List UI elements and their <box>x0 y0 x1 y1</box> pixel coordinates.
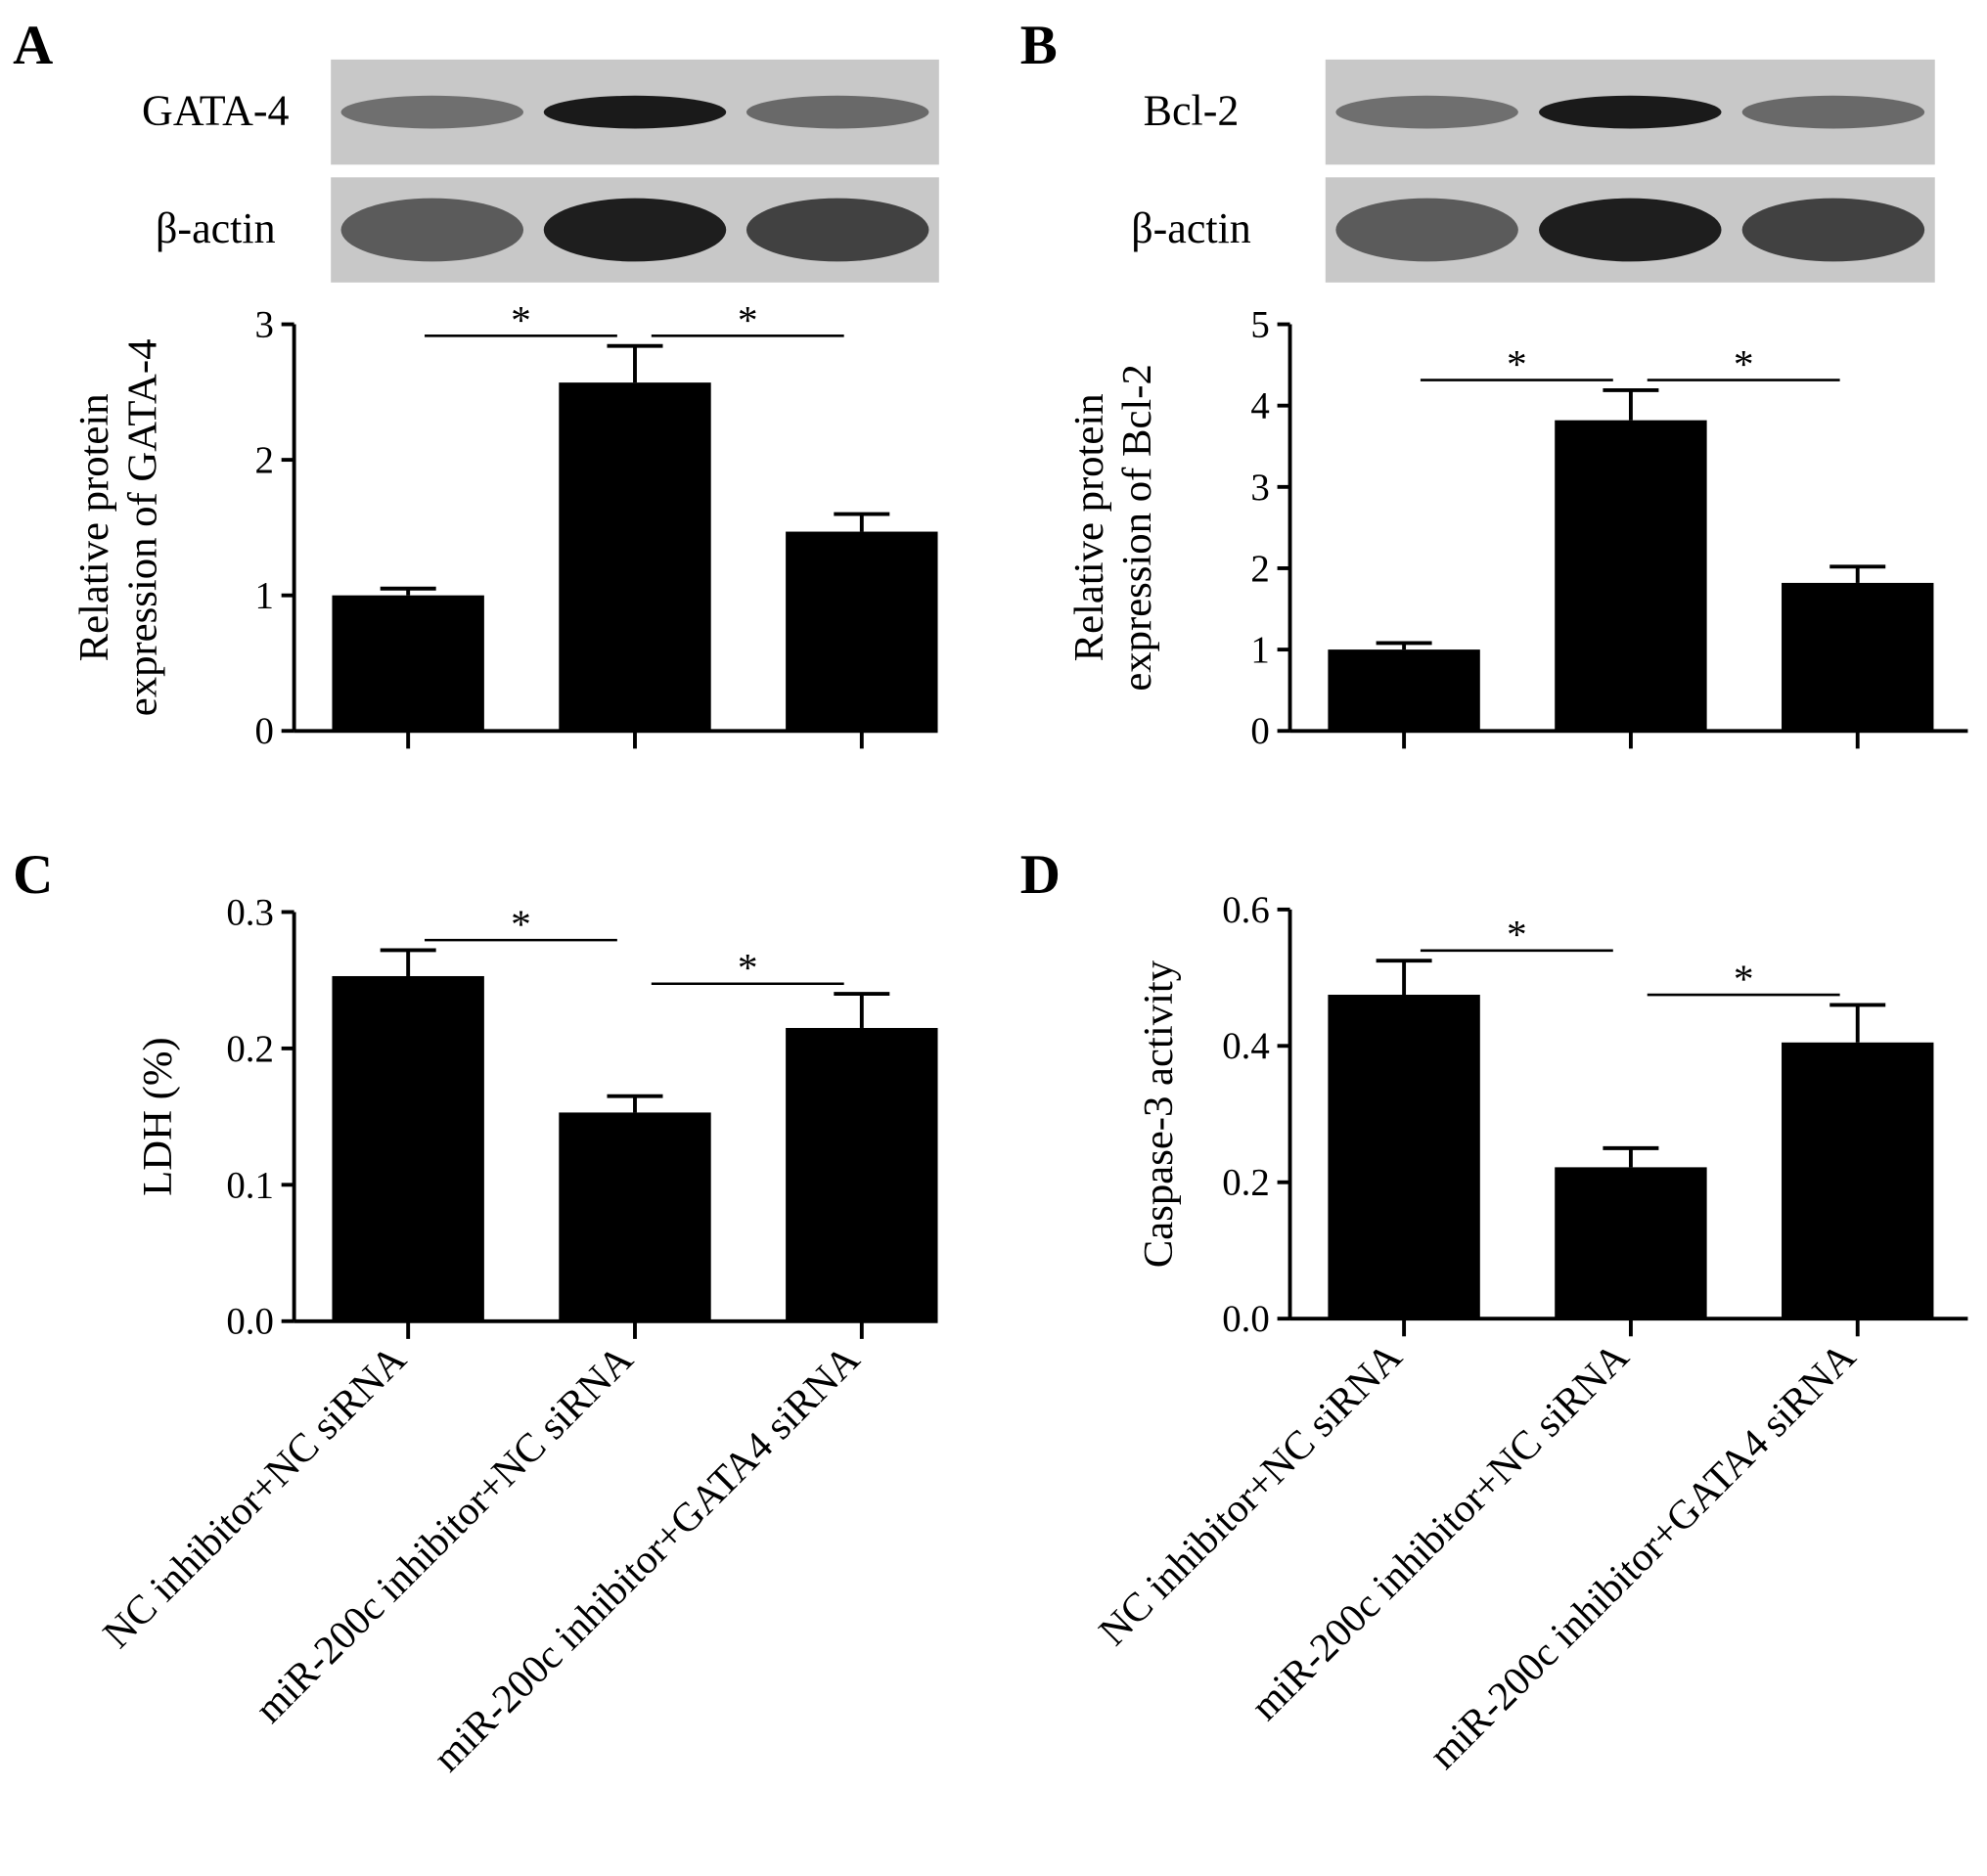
y-tick-label: 0 <box>1250 710 1269 752</box>
y-axis-label: Relative protein <box>1066 393 1112 661</box>
bar <box>332 975 484 1321</box>
y-tick-label: 0.3 <box>226 891 274 933</box>
blot-band <box>340 95 524 129</box>
y-tick-label: 1 <box>254 575 273 617</box>
y-tick-label: 5 <box>1250 303 1269 345</box>
blot-band <box>1741 95 1925 129</box>
blot-band <box>1335 198 1518 262</box>
significance-label: * <box>1507 341 1527 386</box>
panel-label: D <box>1020 844 1061 906</box>
significance-label: * <box>1507 912 1527 957</box>
y-tick-label: 0.2 <box>226 1028 274 1070</box>
y-tick-label: 0.0 <box>226 1301 274 1343</box>
blot-label: β-actin <box>1131 204 1251 252</box>
blot-band <box>1539 198 1722 262</box>
y-tick-label: 0.6 <box>1222 889 1270 931</box>
bar <box>1555 420 1707 732</box>
y-tick-label: 0.2 <box>1222 1162 1270 1204</box>
y-tick-label: 0.1 <box>226 1164 274 1206</box>
bar <box>559 382 711 732</box>
blot-band <box>745 198 929 262</box>
x-tick-label: miR-200c inhibitor+NC siRNA <box>1242 1333 1637 1728</box>
bar <box>786 1027 938 1321</box>
bar <box>1328 649 1480 732</box>
bar <box>559 1112 711 1321</box>
blot-band <box>1335 95 1518 129</box>
blot-label: Bcl-2 <box>1144 87 1240 135</box>
panel-label: B <box>1020 15 1058 76</box>
y-axis-label: expression of Bcl-2 <box>1114 364 1160 692</box>
bar <box>1782 1042 1934 1319</box>
panel-label: C <box>13 844 53 906</box>
y-tick-label: 3 <box>1250 467 1269 509</box>
y-tick-label: 0.4 <box>1222 1025 1270 1067</box>
significance-label: * <box>1734 957 1754 1002</box>
blot-band <box>745 95 929 129</box>
blot-band <box>1741 198 1925 262</box>
y-axis-label: Relative protein <box>71 393 117 661</box>
y-tick-label: 2 <box>254 439 273 481</box>
significance-label: * <box>1734 341 1754 386</box>
blot-band <box>1539 95 1722 129</box>
significance-label: * <box>738 297 758 342</box>
y-tick-label: 4 <box>1250 385 1269 427</box>
bar <box>332 595 484 732</box>
panel-label: A <box>13 15 53 76</box>
bar <box>1328 995 1480 1319</box>
y-tick-label: 0 <box>254 710 273 752</box>
blot-band <box>543 95 727 129</box>
significance-label: * <box>511 297 531 342</box>
blot-band <box>340 198 524 262</box>
x-tick-label: miR-200c inhibitor+GATA4 siRNA <box>1420 1333 1864 1777</box>
y-tick-label: 0.0 <box>1222 1298 1270 1340</box>
y-axis-label: Caspase-3 activity <box>1136 960 1182 1268</box>
blot-label: β-actin <box>156 204 276 252</box>
bar <box>786 531 938 732</box>
bar <box>1782 582 1934 732</box>
y-tick-label: 2 <box>1250 548 1269 590</box>
x-tick-label: miR-200c inhibitor+GATA4 siRNA <box>425 1336 869 1780</box>
y-axis-label: LDH (%) <box>135 1037 181 1196</box>
blot-label: GATA-4 <box>142 87 290 135</box>
y-tick-label: 3 <box>254 303 273 345</box>
significance-label: * <box>511 902 531 947</box>
blot-band <box>543 198 727 262</box>
y-tick-label: 1 <box>1250 629 1269 671</box>
significance-label: * <box>738 945 758 990</box>
bar <box>1555 1167 1707 1319</box>
y-axis-label: expression of GATA-4 <box>119 339 165 717</box>
x-tick-label: miR-200c inhibitor+NC siRNA <box>246 1336 641 1731</box>
